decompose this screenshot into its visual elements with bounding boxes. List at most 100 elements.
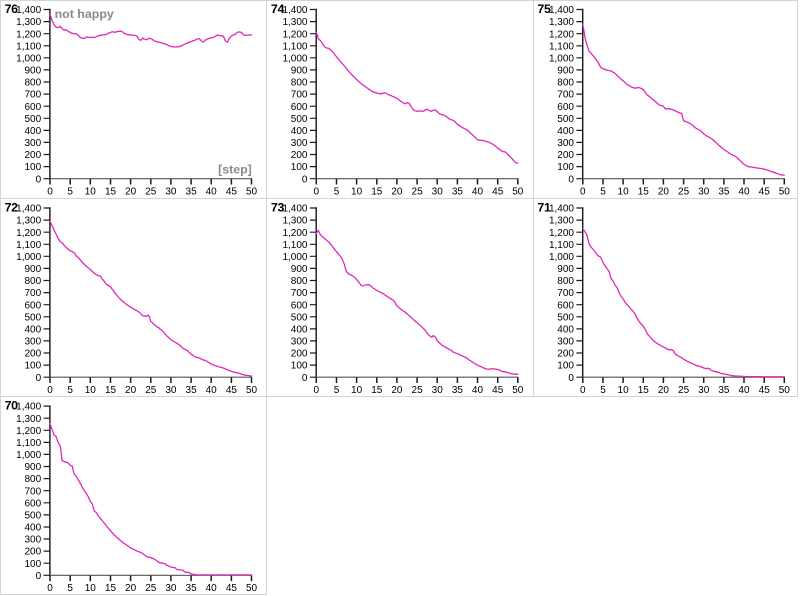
- svg-text:1,100: 1,100: [549, 240, 574, 251]
- svg-text:30: 30: [698, 385, 710, 396]
- svg-text:45: 45: [759, 385, 771, 396]
- svg-text:1,000: 1,000: [16, 53, 41, 64]
- svg-text:600: 600: [25, 102, 42, 113]
- svg-text:400: 400: [25, 325, 42, 336]
- svg-text:30: 30: [165, 186, 177, 197]
- svg-text:500: 500: [557, 114, 574, 125]
- svg-text:25: 25: [678, 385, 690, 396]
- svg-text:800: 800: [291, 276, 308, 287]
- svg-text:1,300: 1,300: [16, 414, 41, 425]
- svg-text:45: 45: [226, 186, 238, 197]
- svg-text:20: 20: [125, 186, 137, 197]
- svg-text:500: 500: [291, 312, 308, 323]
- svg-text:10: 10: [85, 583, 97, 594]
- svg-text:300: 300: [557, 337, 574, 348]
- svg-text:300: 300: [25, 138, 42, 149]
- svg-text:45: 45: [492, 385, 504, 396]
- svg-text:0: 0: [36, 174, 42, 185]
- svg-text:300: 300: [291, 138, 308, 149]
- svg-text:50: 50: [246, 385, 258, 396]
- svg-text:700: 700: [291, 288, 308, 299]
- svg-text:900: 900: [25, 66, 42, 77]
- svg-text:0: 0: [36, 571, 42, 582]
- svg-text:30: 30: [432, 186, 444, 197]
- svg-text:600: 600: [557, 300, 574, 311]
- svg-text:15: 15: [105, 583, 117, 594]
- svg-text:50: 50: [512, 186, 524, 197]
- svg-text:400: 400: [25, 523, 42, 534]
- svg-text:20: 20: [658, 186, 670, 197]
- svg-text:900: 900: [557, 264, 574, 275]
- svg-text:500: 500: [291, 114, 308, 125]
- svg-text:35: 35: [452, 385, 464, 396]
- svg-text:1,000: 1,000: [282, 252, 307, 263]
- svg-text:15: 15: [371, 186, 383, 197]
- svg-text:15: 15: [638, 385, 650, 396]
- svg-text:1,400: 1,400: [16, 5, 41, 16]
- svg-text:45: 45: [226, 385, 238, 396]
- svg-text:70: 70: [5, 399, 19, 413]
- svg-text:200: 200: [25, 547, 42, 558]
- svg-text:1,000: 1,000: [282, 53, 307, 64]
- svg-text:15: 15: [105, 385, 117, 396]
- svg-text:1,400: 1,400: [549, 204, 574, 215]
- svg-text:1,200: 1,200: [16, 228, 41, 239]
- svg-text:900: 900: [557, 66, 574, 77]
- svg-text:5: 5: [67, 186, 73, 197]
- svg-text:200: 200: [25, 349, 42, 360]
- svg-text:100: 100: [291, 162, 308, 173]
- svg-text:800: 800: [25, 276, 42, 287]
- svg-text:1,300: 1,300: [282, 216, 307, 227]
- svg-text:700: 700: [25, 288, 42, 299]
- svg-text:400: 400: [291, 325, 308, 336]
- svg-text:1,000: 1,000: [16, 450, 41, 461]
- svg-text:20: 20: [125, 385, 137, 396]
- svg-text:1,200: 1,200: [549, 29, 574, 40]
- svg-text:40: 40: [206, 385, 218, 396]
- svg-text:15: 15: [371, 385, 383, 396]
- svg-text:0: 0: [36, 373, 42, 384]
- svg-text:400: 400: [557, 325, 574, 336]
- svg-text:100: 100: [25, 361, 42, 372]
- svg-text:5: 5: [600, 186, 606, 197]
- svg-text:45: 45: [759, 186, 771, 197]
- svg-text:1,400: 1,400: [282, 5, 307, 16]
- svg-text:200: 200: [291, 150, 308, 161]
- svg-text:0: 0: [302, 373, 308, 384]
- svg-text:30: 30: [165, 583, 177, 594]
- svg-text:30: 30: [165, 385, 177, 396]
- svg-text:300: 300: [557, 138, 574, 149]
- svg-text:50: 50: [779, 385, 791, 396]
- svg-text:400: 400: [25, 126, 42, 137]
- svg-text:800: 800: [557, 276, 574, 287]
- svg-text:1,400: 1,400: [282, 204, 307, 215]
- svg-text:20: 20: [658, 385, 670, 396]
- svg-text:800: 800: [25, 474, 42, 485]
- svg-text:200: 200: [557, 150, 574, 161]
- svg-text:50: 50: [779, 186, 791, 197]
- svg-text:10: 10: [351, 385, 363, 396]
- svg-text:1,100: 1,100: [282, 240, 307, 251]
- svg-text:1,200: 1,200: [282, 228, 307, 239]
- svg-text:600: 600: [291, 102, 308, 113]
- svg-text:1,200: 1,200: [549, 228, 574, 239]
- svg-text:1,300: 1,300: [16, 17, 41, 28]
- svg-text:1,300: 1,300: [549, 216, 574, 227]
- svg-text:0: 0: [314, 385, 320, 396]
- svg-text:35: 35: [186, 583, 198, 594]
- svg-text:25: 25: [145, 186, 157, 197]
- svg-text:500: 500: [25, 312, 42, 323]
- svg-text:300: 300: [25, 337, 42, 348]
- svg-text:1,400: 1,400: [16, 402, 41, 413]
- svg-text:50: 50: [512, 385, 524, 396]
- svg-text:73: 73: [271, 200, 285, 214]
- svg-text:5: 5: [334, 186, 340, 197]
- svg-text:0: 0: [314, 186, 320, 197]
- svg-text:400: 400: [557, 126, 574, 137]
- svg-text:25: 25: [412, 186, 424, 197]
- svg-text:30: 30: [698, 186, 710, 197]
- svg-text:35: 35: [452, 186, 464, 197]
- svg-text:1,400: 1,400: [549, 5, 574, 16]
- svg-text:1,300: 1,300: [282, 17, 307, 28]
- svg-text:0: 0: [47, 583, 53, 594]
